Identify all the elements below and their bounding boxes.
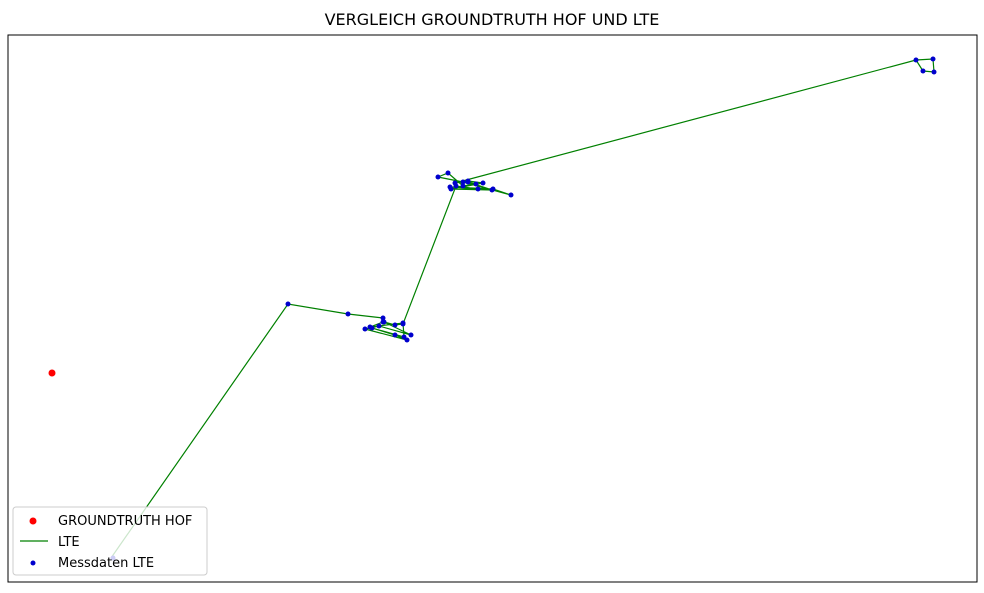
messdaten-point-31	[465, 178, 471, 184]
messdaten-point-21	[508, 192, 514, 198]
messdaten-point-24	[445, 170, 451, 176]
plot-area	[7, 34, 978, 583]
messdaten-point-22	[460, 179, 466, 185]
messdaten-point-36	[920, 68, 926, 74]
plot-layer	[48, 56, 937, 561]
messdaten-point-35	[931, 69, 937, 75]
legend-box	[12, 506, 208, 576]
messdaten-point-25	[460, 183, 466, 189]
messdaten-point-33	[913, 57, 919, 63]
messdaten-point-15	[392, 322, 398, 328]
messdaten-point-16	[400, 321, 406, 327]
legend: GROUNDTRUTH HOF LTE Messdaten LTE	[12, 506, 208, 576]
messdaten-point-18	[475, 186, 481, 192]
legend-marker-messdaten	[30, 560, 36, 566]
messdaten-point-12	[376, 323, 382, 329]
chart-title: VERGLEICH GROUNDTRUTH HOF UND LTE	[325, 10, 660, 29]
messdaten-point-32	[452, 180, 458, 186]
messdaten-point-30	[480, 180, 486, 186]
legend-marker-groundtruth	[29, 517, 37, 525]
messdaten-point-10	[404, 337, 410, 343]
legend-label-groundtruth: GROUNDTRUTH HOF	[58, 514, 192, 529]
messdaten-point-8	[369, 325, 375, 331]
messdaten-point-9	[392, 332, 398, 338]
legend-label-lte: LTE	[58, 535, 80, 550]
messdaten-point-26	[473, 181, 479, 187]
messdaten-point-29	[448, 186, 454, 192]
messdaten-point-3	[380, 315, 386, 321]
messdaten-point-2	[345, 311, 351, 317]
messdaten-point-13	[408, 332, 414, 338]
legend-label-messdaten: Messdaten LTE	[58, 556, 154, 571]
messdaten-point-23	[435, 174, 441, 180]
messdaten-point-1	[285, 301, 291, 307]
messdaten-point-34	[930, 56, 936, 62]
messdaten-point-28	[489, 187, 495, 193]
messdaten-point-14	[381, 319, 387, 325]
messdaten-point-11	[362, 326, 368, 332]
groundtruth-point-0	[48, 369, 56, 377]
